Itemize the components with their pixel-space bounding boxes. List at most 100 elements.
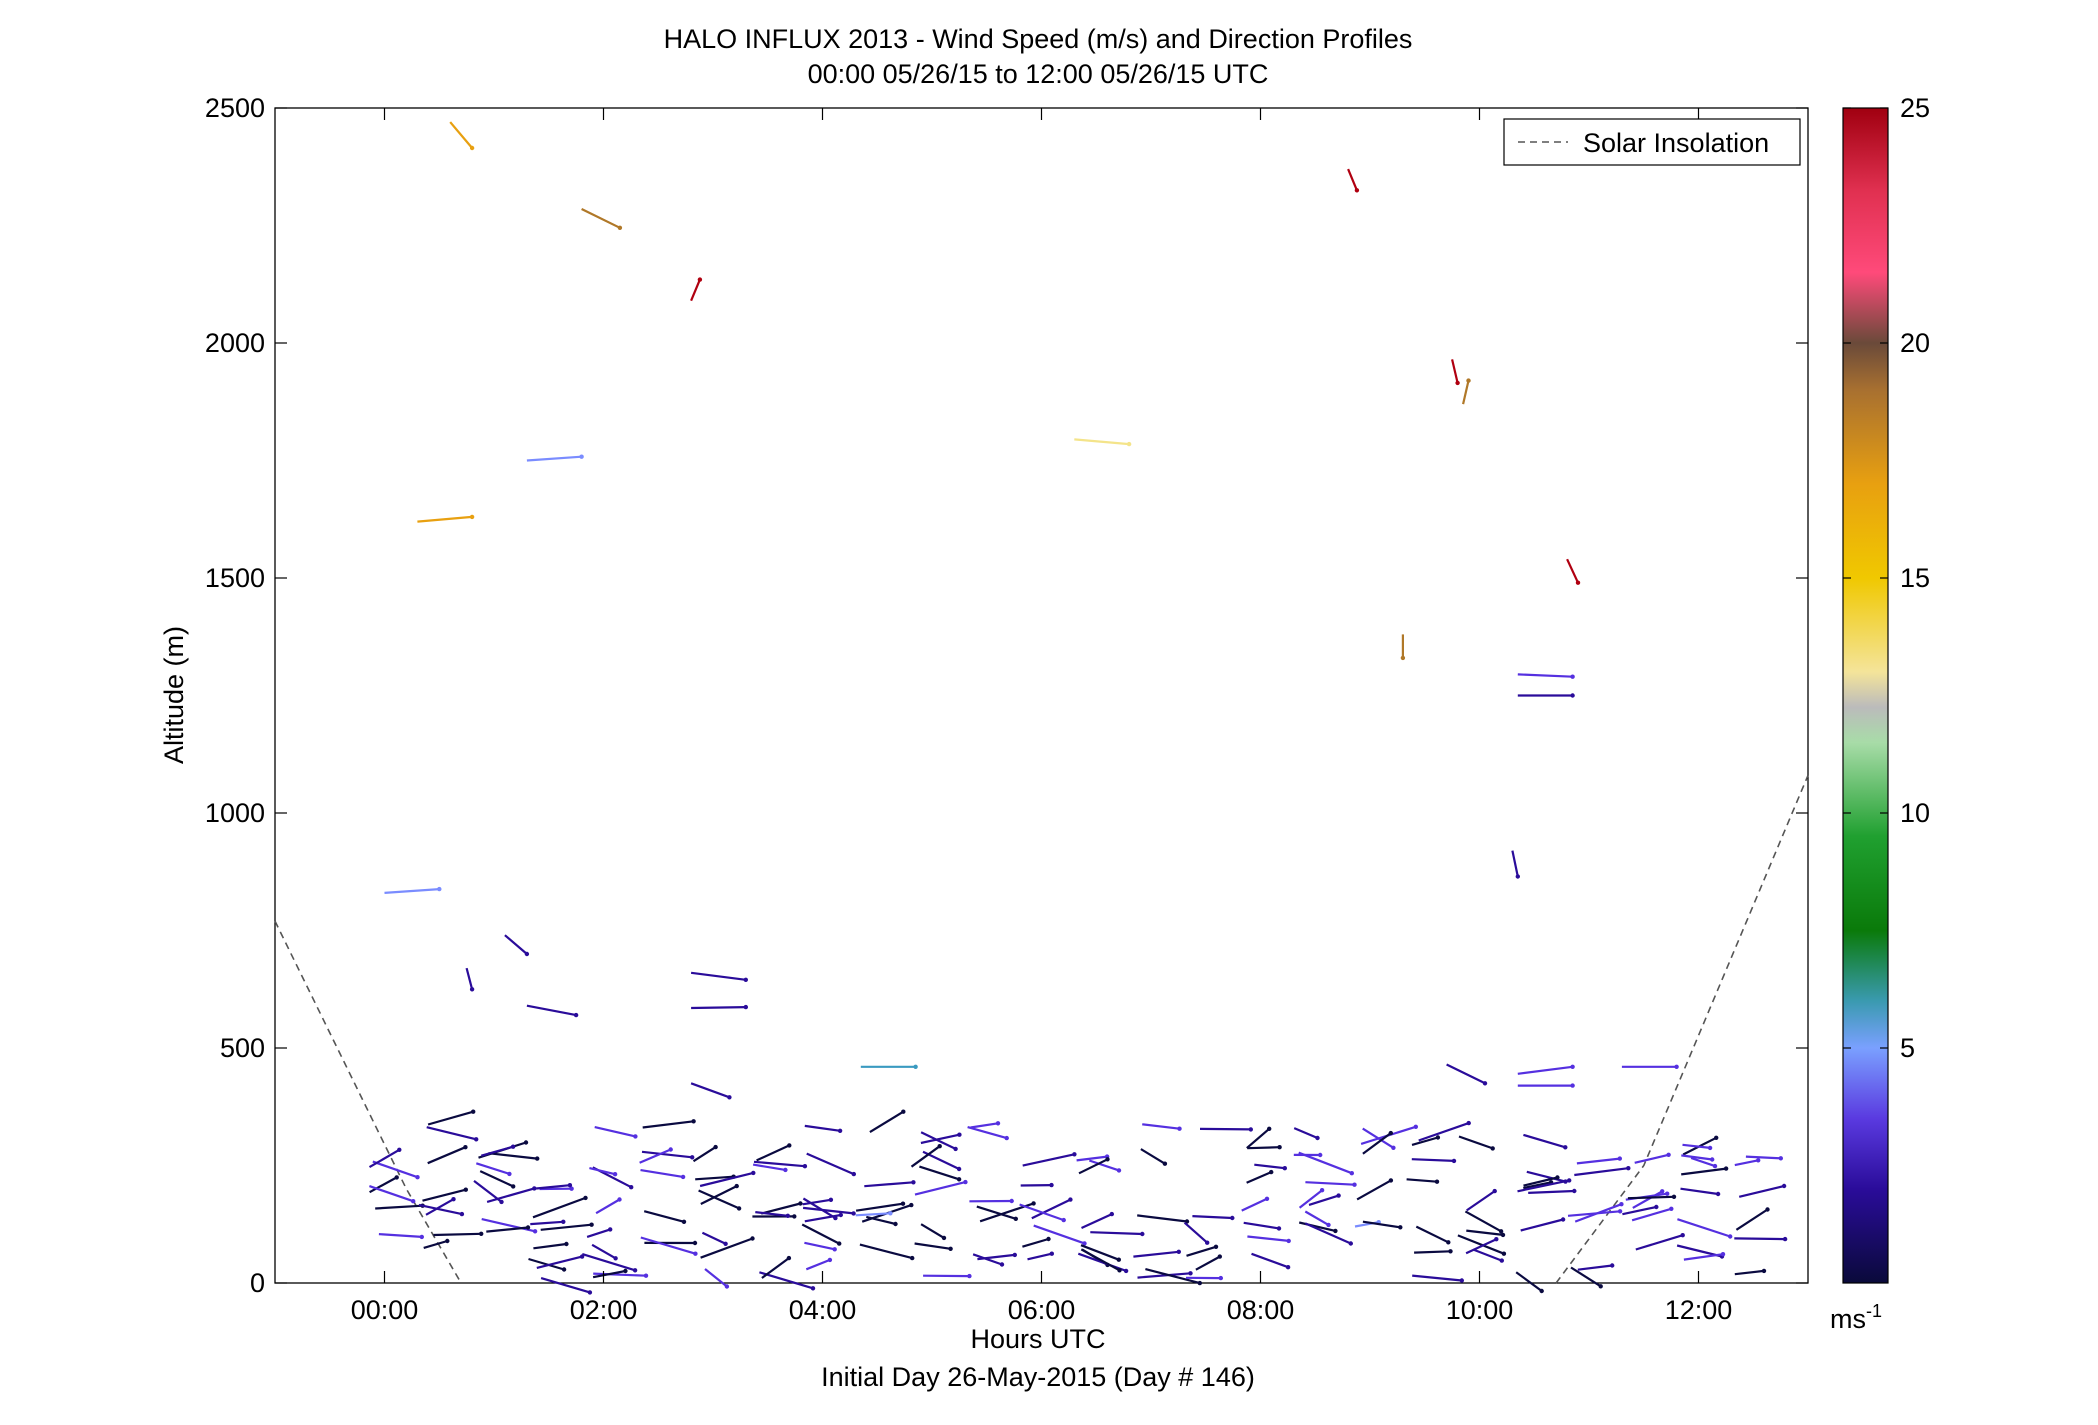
wind-vector (530, 1220, 564, 1226)
wind-vector-head (999, 1262, 1005, 1267)
wind-vector-head (1610, 1263, 1615, 1268)
wind-vector (700, 1237, 753, 1259)
wind-vector (761, 1257, 790, 1279)
wind-vector-head (463, 1187, 468, 1192)
wind-vector (481, 1218, 536, 1233)
wind-vector (422, 1188, 467, 1202)
wind-vector (806, 1152, 855, 1176)
wind-vector-head (463, 1145, 468, 1150)
wind-vector-head (734, 1183, 739, 1189)
wind-vector (1511, 850, 1519, 877)
wind-vector-head (810, 1286, 816, 1291)
wind-vector-head (1049, 1182, 1054, 1188)
wind-vector (593, 1272, 647, 1277)
wind-vector (372, 1160, 418, 1179)
wind-vector-head (668, 1147, 673, 1152)
wind-vector (1192, 1215, 1233, 1220)
colorbar-tick-label: 10 (1900, 798, 1930, 828)
wind-vector-head (587, 1290, 593, 1295)
wind-vector-head (1466, 1120, 1471, 1126)
wind-vector-head (1500, 1232, 1506, 1238)
wind-vector-head (1765, 1207, 1770, 1212)
wind-vector (1466, 1190, 1496, 1212)
chart-subtitle: 00:00 05/26/15 to 12:00 05/26/15 UTC (808, 59, 1269, 89)
wind-vector-head (573, 1012, 579, 1018)
colorbar-tick-label: 25 (1900, 93, 1930, 123)
wind-vector-head (569, 1186, 574, 1191)
wind-vector-head (583, 1195, 588, 1201)
wind-vector-head (1466, 378, 1471, 383)
wind-vector (760, 1202, 801, 1215)
wind-vector-head (901, 1109, 906, 1114)
wind-vector-head (1434, 1179, 1440, 1184)
wind-vector-head (941, 1235, 947, 1241)
wind-vector-head (1031, 1201, 1036, 1206)
wind-vector-head (1560, 1217, 1566, 1222)
wind-vector (1635, 1234, 1684, 1251)
wind-vector (1451, 359, 1459, 384)
wind-vector-head (1126, 441, 1132, 447)
wind-vector (920, 1223, 945, 1239)
wind-vector-head (1105, 1157, 1110, 1162)
wind-vector (691, 1006, 746, 1010)
wind-vector-head (511, 1184, 516, 1189)
wind-vector (1356, 1179, 1392, 1201)
wind-vector (640, 1169, 684, 1178)
wind-vector-head (1619, 1202, 1624, 1207)
wind-vector-head (1617, 1209, 1623, 1214)
wind-vector (919, 1165, 960, 1181)
wind-vector (1304, 1210, 1330, 1226)
wind-vector-head (579, 454, 584, 459)
wind-vector-head (1710, 1157, 1715, 1162)
wind-vector (1080, 1244, 1120, 1261)
wind-vector-head (1352, 1182, 1357, 1187)
wind-vector-head (1286, 1238, 1291, 1244)
wind-vector-head (713, 1144, 718, 1150)
wind-vector (417, 515, 473, 523)
wind-vector-head (1285, 1265, 1291, 1270)
wind-vector (698, 1189, 740, 1210)
wind-vector (592, 1269, 626, 1279)
wind-vector-head (608, 1227, 613, 1232)
wind-vector-head (471, 1109, 476, 1114)
wind-vector-head (1626, 1166, 1631, 1171)
wind-vector-head (1567, 1178, 1572, 1183)
wind-vector-head (1499, 1258, 1505, 1263)
wind-vector-head (1333, 1228, 1338, 1234)
wind-vector-head (792, 1214, 797, 1219)
wind-vector (641, 1150, 693, 1159)
wind-vector (1734, 1159, 1759, 1167)
wind-vector (1517, 1065, 1573, 1075)
wind-vector (540, 1277, 591, 1294)
wind-vector (1305, 1181, 1355, 1186)
wind-vector (535, 1184, 571, 1190)
colorbar-ticks: 5 10 15 20 25 (1843, 93, 1930, 1063)
colorbar-gradient (1842, 107, 1889, 1284)
y-tick-label: 0 (250, 1268, 265, 1298)
x-tick-label: 12:00 (1665, 1295, 1733, 1325)
wind-vector (914, 1181, 966, 1196)
wind-vector-head (451, 1197, 456, 1202)
wind-vector-head (1269, 1169, 1274, 1175)
wind-vector-head (437, 886, 442, 892)
wind-vector (1734, 1237, 1786, 1241)
wind-vector (690, 1082, 730, 1099)
wind-vector-head (1674, 1064, 1679, 1070)
wind-vector (1528, 1189, 1575, 1194)
wind-vector (967, 1126, 1007, 1140)
wind-vector (528, 1257, 565, 1271)
x-axis-label: Hours UTC (970, 1324, 1105, 1354)
wind-vector-head (629, 1185, 634, 1190)
wind-vector-head (956, 1166, 962, 1172)
wind-vector (481, 1145, 514, 1157)
wind-vector (526, 1004, 577, 1017)
wind-vector-head (787, 1143, 792, 1148)
wind-vector-head (837, 1128, 843, 1134)
wind-vector-head (633, 1134, 638, 1139)
wind-vector-head (613, 1256, 618, 1261)
colorbar: 5 10 15 20 25 ms-1 (1830, 93, 1930, 1334)
wind-vector (914, 1242, 951, 1250)
wind-vector-head (1435, 1135, 1441, 1140)
wind-vector-head (1448, 1249, 1453, 1254)
